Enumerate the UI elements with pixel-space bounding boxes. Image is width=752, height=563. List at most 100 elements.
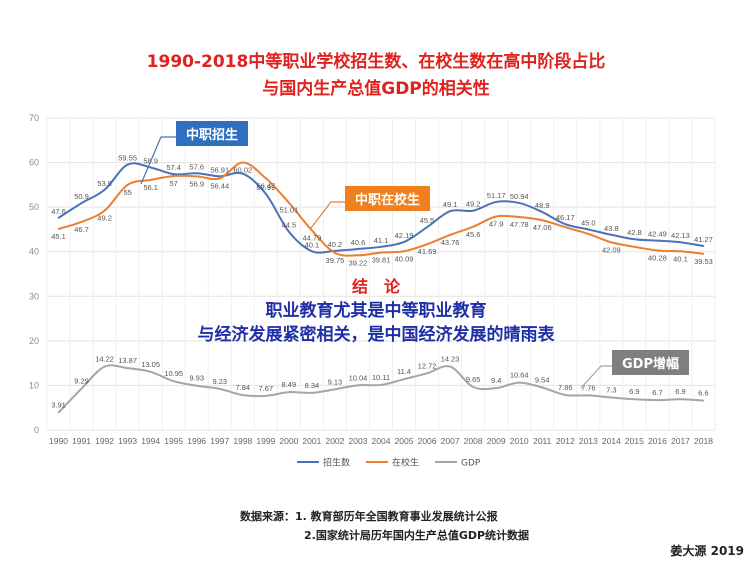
data-point	[518, 381, 521, 384]
data-point	[57, 217, 60, 219]
data-point	[449, 234, 451, 236]
data-label: 9.13	[328, 377, 343, 386]
x-tick-label: 2009	[487, 436, 506, 446]
data-point	[472, 386, 474, 388]
signature: 姜大源 2019	[670, 544, 744, 558]
data-label: 8.34	[305, 381, 320, 390]
data-label: 40.28	[648, 253, 667, 262]
data-label: 13.05	[141, 360, 160, 369]
data-label: 56.9	[189, 179, 204, 188]
data-label: 50.9	[74, 192, 89, 201]
data-label: 59.55	[118, 154, 137, 163]
data-label: 9.23	[212, 377, 227, 386]
data-label: 9.65	[466, 375, 481, 384]
data-label: 57	[170, 179, 178, 188]
data-point	[126, 163, 129, 166]
data-point	[541, 386, 544, 389]
data-point	[80, 387, 83, 390]
legend-label: 招生数	[323, 457, 350, 469]
x-tick-label: 2016	[648, 436, 667, 446]
data-point	[172, 173, 175, 175]
y-tick-label: 60	[29, 158, 39, 168]
data-point	[403, 241, 405, 243]
data-point	[103, 188, 106, 191]
conclusion-heading: 结 论	[351, 277, 400, 296]
data-point	[149, 371, 152, 373]
data-label: 40.1	[673, 254, 688, 263]
conclusion-line2: 与经济发展紧密相关，是中国经济发展的晴雨表	[197, 325, 555, 345]
x-tick-label: 1999	[256, 436, 275, 446]
data-label: 14.22	[95, 355, 114, 364]
conclusion-line1: 职业教育尤其是中等职业教育	[265, 301, 487, 321]
data-label: 51.01	[279, 206, 298, 215]
data-label: 11.4	[397, 367, 411, 376]
data-point	[265, 193, 267, 195]
x-tick-label: 2003	[349, 436, 368, 446]
data-label: 45.5	[420, 216, 435, 225]
x-tick-label: 1997	[210, 436, 229, 446]
x-tick-label: 2000	[279, 436, 298, 446]
data-label: 9.29	[74, 377, 89, 386]
callout-enroll-pointer	[140, 136, 176, 185]
x-tick-label: 2001	[302, 436, 321, 446]
data-point	[357, 384, 359, 387]
data-label: 57.4	[166, 163, 181, 172]
data-point	[541, 219, 544, 222]
data-label: 9.54	[535, 375, 550, 384]
data-label: 10.95	[164, 369, 183, 378]
data-point	[679, 398, 682, 401]
data-point	[172, 380, 175, 382]
data-point	[518, 202, 521, 204]
data-label: 47.06	[533, 223, 552, 232]
data-point	[656, 239, 659, 242]
data-label: 7.67	[259, 384, 274, 393]
data-point	[380, 251, 382, 254]
chart-title-line1: 1990-2018中等职业学校招生数、在校生数在高中阶段占比	[146, 52, 606, 72]
data-label: 60.02	[233, 165, 252, 174]
y-tick-label: 50	[29, 202, 39, 212]
data-point	[587, 233, 590, 235]
data-point	[403, 378, 405, 380]
x-tick-label: 2006	[418, 436, 437, 446]
data-label: 39.75	[326, 256, 345, 265]
data-point	[149, 179, 152, 181]
data-point	[702, 245, 705, 247]
data-label: 3.91	[51, 401, 66, 410]
x-tick-label: 2005	[395, 436, 414, 446]
data-point	[241, 172, 244, 175]
data-point	[495, 387, 497, 389]
data-point	[587, 394, 590, 397]
data-point	[610, 396, 613, 399]
x-tick-label: 1994	[141, 436, 160, 446]
data-label: 56.44	[210, 181, 229, 190]
data-label: 42.49	[648, 230, 667, 239]
data-point	[495, 201, 497, 203]
data-label: 57.6	[189, 162, 204, 171]
data-point	[218, 388, 221, 390]
x-tick-label: 1992	[95, 436, 114, 446]
data-label: 6.9	[629, 387, 639, 396]
data-point	[218, 177, 221, 180]
data-label: 13.87	[118, 356, 137, 365]
data-point	[403, 250, 405, 253]
data-label: 41.1	[374, 236, 389, 245]
data-label: 51.17	[487, 191, 506, 200]
data-point	[357, 248, 359, 250]
data-label: 6.6	[698, 389, 708, 398]
data-label: 55	[123, 188, 131, 197]
data-point	[334, 252, 336, 254]
data-point	[426, 372, 428, 375]
data-label: 56.91	[210, 165, 229, 174]
y-tick-label: 10	[29, 380, 39, 390]
y-tick-label: 20	[29, 336, 39, 346]
data-point	[218, 175, 221, 178]
data-label: 42.09	[602, 245, 621, 254]
x-tick-label: 2007	[441, 436, 460, 446]
y-tick-label: 30	[29, 291, 39, 301]
data-label: 47.9	[489, 220, 504, 229]
data-label: 7.76	[581, 383, 596, 392]
data-point	[241, 161, 244, 164]
data-point	[633, 238, 636, 241]
data-point	[57, 228, 60, 230]
data-point	[126, 184, 129, 186]
